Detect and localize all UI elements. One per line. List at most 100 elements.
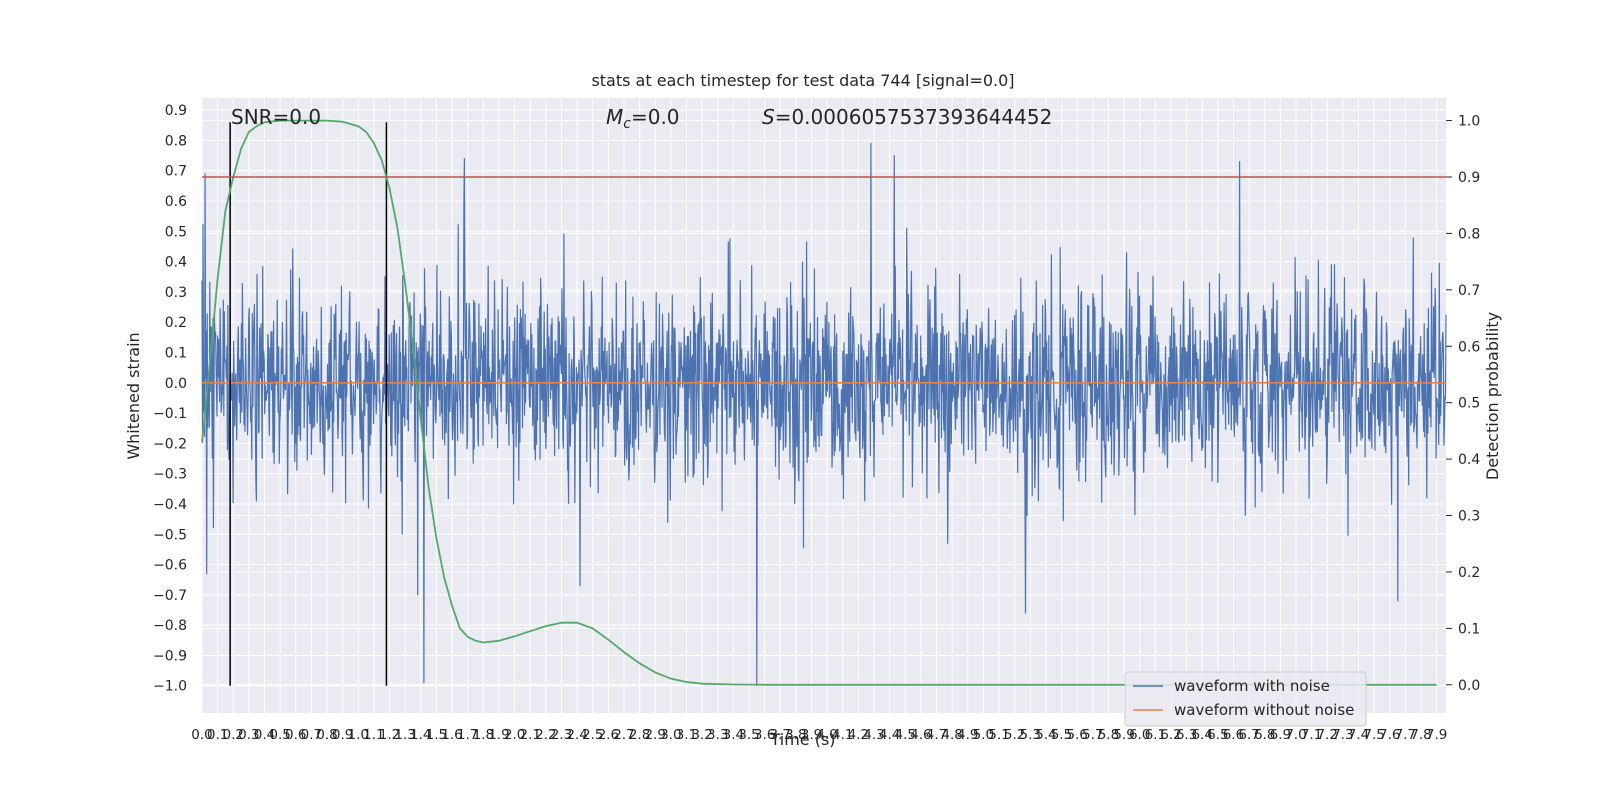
s-value: =0.0006057537393644452 xyxy=(775,105,1053,129)
legend-label-noise: waveform with noise xyxy=(1174,677,1330,695)
x-tick-label: 2.9 xyxy=(644,727,665,743)
x-tick-label: 3.3 xyxy=(707,727,728,743)
x-tick-label: 4.4 xyxy=(879,727,900,743)
x-tick-label: 2.3 xyxy=(551,727,572,743)
y2-tick-label: 0.7 xyxy=(1458,283,1480,299)
x-tick-label: 2.8 xyxy=(629,727,650,743)
y-tick-label: 0.0 xyxy=(165,376,187,392)
x-tick-label: 2.2 xyxy=(535,727,556,743)
x-tick-label: 4.0 xyxy=(816,727,837,743)
x-tick-label: 0.9 xyxy=(332,727,353,743)
x-tick-label: 3.8 xyxy=(785,727,806,743)
legend-label-clean: waveform without noise xyxy=(1174,701,1354,719)
x-tick-label: 7.3 xyxy=(1332,727,1353,743)
vertical-markers xyxy=(229,122,388,686)
x-tick-label: 2.0 xyxy=(504,727,525,743)
x-tick-label: 5.5 xyxy=(1051,727,1072,743)
x-tick-label: 6.8 xyxy=(1254,727,1275,743)
y-tick-label: −1.0 xyxy=(153,679,187,695)
x-tick-label: 6.9 xyxy=(1270,727,1291,743)
y2-tick-label: 0.2 xyxy=(1458,565,1480,581)
x-tick-label: 5.9 xyxy=(1113,727,1134,743)
x-tick-label: 2.4 xyxy=(566,727,587,743)
y-tick-label: −0.9 xyxy=(153,648,187,664)
x-tick-label: 1.5 xyxy=(426,727,447,743)
snr-annotation: SNR=0.0 xyxy=(231,105,321,129)
y2-tick-label: 0.6 xyxy=(1458,339,1480,355)
y-tick-label: 0.3 xyxy=(165,285,187,301)
x-tick-label: 1.8 xyxy=(473,727,494,743)
y-axis-left: −1.0 −0.9 −0.8 −0.7 −0.6 −0.5 −0.4 −0.3 −0.2 −0.1… xyxy=(153,103,187,695)
x-tick-label: 0.0 xyxy=(191,727,212,743)
x-tick-label: 0.3 xyxy=(238,727,259,743)
y-tick-label: −0.1 xyxy=(153,406,187,422)
x-tick-label: 2.5 xyxy=(582,727,603,743)
x-axis-label: Time (s) xyxy=(769,730,835,749)
x-tick-label: 3.1 xyxy=(676,727,697,743)
x-tick-label: 4.3 xyxy=(863,727,884,743)
x-tick-label: 0.7 xyxy=(301,727,322,743)
x-tick-label: 3.9 xyxy=(801,727,822,743)
plot-area xyxy=(202,98,1446,713)
x-tick-label: 1.0 xyxy=(348,727,369,743)
y-tick-label: −0.2 xyxy=(153,436,187,452)
x-tick-label: 6.1 xyxy=(1145,727,1166,743)
y-tick-label: 0.2 xyxy=(165,315,187,331)
x-tick-label: 5.4 xyxy=(1035,727,1056,743)
x-tick-label: 7.4 xyxy=(1348,727,1369,743)
x-tick-label: 2.6 xyxy=(598,727,619,743)
x-tick-label: 0.5 xyxy=(269,727,290,743)
x-tick-label: 3.6 xyxy=(754,727,775,743)
x-tick-label: 7.0 xyxy=(1285,727,1306,743)
x-tick-label: 4.8 xyxy=(941,727,962,743)
x-tick-label: 0.2 xyxy=(223,727,244,743)
x-tick-label: 7.1 xyxy=(1301,727,1322,743)
y-tick-label: −0.3 xyxy=(153,467,187,483)
y2-tick-label: 0.4 xyxy=(1458,452,1480,468)
y-tick-label: 0.6 xyxy=(165,194,187,210)
x-tick-label: 3.0 xyxy=(660,727,681,743)
chart-title: stats at each timestep for test data 744… xyxy=(591,71,1014,90)
y-tick-label: −0.7 xyxy=(153,588,187,604)
y-tick-label: 0.8 xyxy=(165,133,187,149)
y2-tick-label: 0.0 xyxy=(1458,678,1480,694)
x-tick-label: 7.2 xyxy=(1316,727,1337,743)
x-tick-label: 4.2 xyxy=(848,727,869,743)
s-annotation: S=0.0006057537393644452 xyxy=(762,105,1052,129)
y2-tick-label: 0.5 xyxy=(1458,396,1480,412)
x-tick-label: 7.8 xyxy=(1410,727,1431,743)
legend-frame xyxy=(1124,671,1367,727)
x-tick-label: 1.6 xyxy=(441,727,462,743)
x-tick-label: 5.1 xyxy=(988,727,1009,743)
y2-tick-label: 0.3 xyxy=(1458,509,1480,525)
x-tick-label: 5.7 xyxy=(1082,727,1103,743)
x-tick-label: 1.2 xyxy=(379,727,400,743)
x-tick-label: 5.2 xyxy=(1004,727,1025,743)
x-tick-label: 6.4 xyxy=(1191,727,1212,743)
s-symbol: S xyxy=(762,105,775,129)
x-tick-label: 4.5 xyxy=(895,727,916,743)
x-tick-label: 5.6 xyxy=(1066,727,1087,743)
x-tick-label: 7.5 xyxy=(1363,727,1384,743)
y2-tick-label: 0.9 xyxy=(1458,170,1480,186)
x-tick-label: 1.9 xyxy=(488,727,509,743)
y-tick-label: 0.4 xyxy=(165,255,187,271)
x-tick-label: 6.6 xyxy=(1223,727,1244,743)
x-tick-label: 6.7 xyxy=(1238,727,1259,743)
x-tick-label: 1.7 xyxy=(457,727,478,743)
x-tick-label: 7.7 xyxy=(1395,727,1416,743)
y-tick-label: −0.5 xyxy=(153,527,187,543)
legend: waveform with noise waveform without noi… xyxy=(1124,671,1367,727)
x-tick-label: 6.3 xyxy=(1176,727,1197,743)
y2-tick-label: 0.8 xyxy=(1458,226,1480,242)
y2-tick-label: 0.1 xyxy=(1458,621,1480,637)
y-tick-label: −0.8 xyxy=(153,618,187,634)
x-tick-label: 3.4 xyxy=(723,727,744,743)
x-tick-label: 2.1 xyxy=(519,727,540,743)
x-tick-label: 1.3 xyxy=(394,727,415,743)
x-tick-label: 7.9 xyxy=(1426,727,1447,743)
x-tick-label: 5.3 xyxy=(1020,727,1041,743)
x-tick-label: 0.6 xyxy=(285,727,306,743)
chirp-mass-annotation: Mc=0.0 xyxy=(606,105,680,132)
x-tick-label: 4.7 xyxy=(926,727,947,743)
